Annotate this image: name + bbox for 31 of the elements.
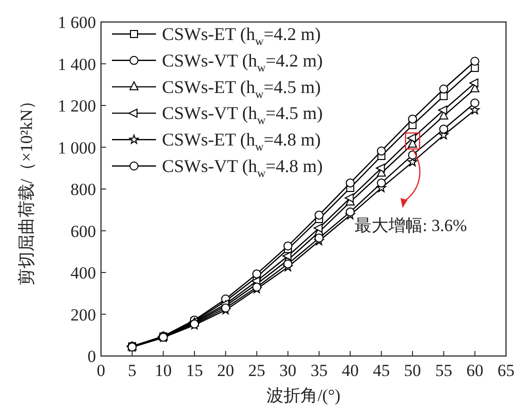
x-tick-label: 35 (310, 361, 328, 380)
legend-label: CSWs-VT (h$_{w}$=4.2 m) (162, 50, 323, 74)
x-tick-label: 10 (154, 361, 172, 380)
y-tick-label: 800 (70, 180, 96, 199)
legend-label: CSWs-ET (h$_{w}$=4.5 m) (162, 76, 321, 101)
y-tick-label: 1 400 (58, 54, 96, 74)
y-tick-label: 200 (70, 305, 96, 324)
y-tick-label: 1 600 (58, 13, 96, 32)
x-tick-label: 30 (279, 361, 296, 380)
x-axis-title: 波折角/(°) (266, 386, 340, 405)
x-tick-label: 65 (498, 361, 514, 380)
x-tick-label: 20 (217, 361, 234, 380)
y-tick-label: 1 200 (58, 96, 96, 116)
x-tick-label: 25 (248, 361, 266, 380)
legend-label: CSWs-VT (h$_{w}$=4.8 m) (162, 156, 323, 180)
y-tick-label: 0 (88, 347, 96, 366)
y-tick-label: 1 000 (58, 138, 96, 158)
legend-label: CSWs-ET (h$_{w}$=4.8 m) (162, 130, 321, 154)
x-tick-label: 5 (128, 361, 136, 380)
x-tick-label: 45 (372, 361, 390, 380)
x-tick-label: 50 (404, 361, 422, 380)
x-tick-label: 55 (435, 361, 452, 380)
annotation: 最大增幅: 3.6% (354, 216, 467, 235)
x-tick-label: 15 (186, 361, 203, 380)
y-tick-label: 600 (70, 222, 96, 241)
legend-label: CSWs-ET (h$_{w}$=4.2 m) (162, 24, 321, 48)
x-tick-label: 60 (466, 361, 484, 380)
x-tick-label: 40 (342, 361, 359, 380)
y-tick-label: 400 (70, 264, 96, 282)
y-axis-title: 剪切屈曲荷载/（×10²kN） (17, 92, 36, 286)
legend-label: CSWs-VT (h$_{w}$=4.5 m) (162, 103, 323, 128)
